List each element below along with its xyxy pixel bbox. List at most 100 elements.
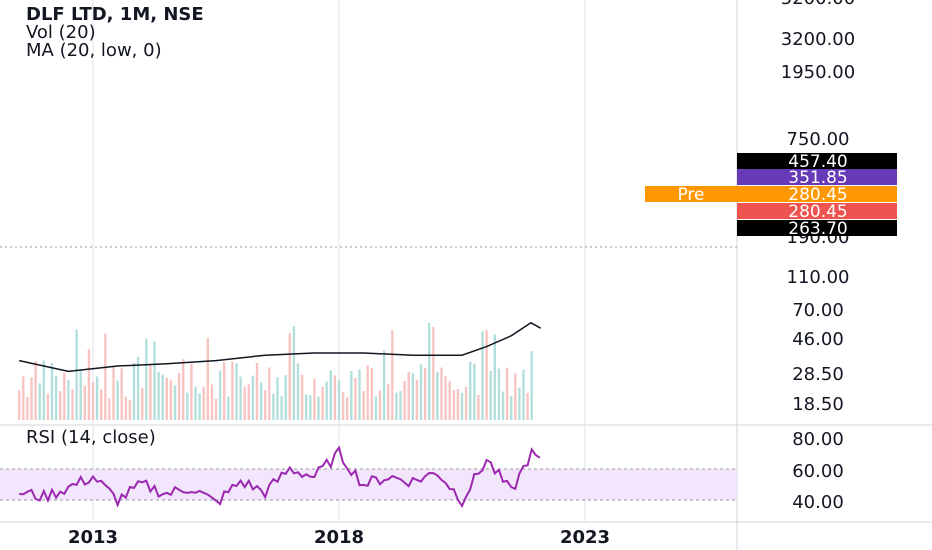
volume-bar bbox=[190, 363, 193, 420]
volume-bar bbox=[526, 392, 529, 420]
volume-bar bbox=[350, 371, 353, 420]
volume-bar bbox=[432, 326, 435, 420]
volume-bar bbox=[223, 362, 226, 420]
volume-bar bbox=[50, 362, 54, 420]
volume-bar bbox=[477, 395, 480, 420]
volume-bar bbox=[382, 350, 386, 420]
volume-bar bbox=[38, 383, 41, 420]
time-axis-label: 2013 bbox=[68, 527, 118, 548]
volume-bar bbox=[423, 368, 427, 420]
volume-bar bbox=[505, 367, 509, 420]
price-badge-sl bbox=[737, 220, 897, 236]
volume-bar bbox=[87, 349, 91, 420]
chart-title: DLF LTD, 1M, NSE bbox=[26, 4, 204, 25]
volume-bar bbox=[280, 396, 283, 420]
volume-bar bbox=[157, 371, 160, 420]
volume-bar bbox=[403, 381, 406, 420]
volume-bar bbox=[255, 363, 259, 420]
volume-bar bbox=[235, 363, 238, 420]
volume-bar bbox=[54, 375, 58, 420]
volume-bar bbox=[18, 390, 21, 420]
volume-bar bbox=[305, 394, 308, 420]
volume-bar bbox=[227, 396, 230, 420]
volume-bar bbox=[378, 390, 382, 420]
volume-bar bbox=[30, 377, 33, 420]
pre-market-badge bbox=[645, 186, 737, 202]
volume-bar bbox=[259, 382, 263, 420]
volume-bar bbox=[514, 373, 517, 420]
volume-bar bbox=[153, 341, 156, 420]
pre-market-label: Pre bbox=[677, 185, 704, 205]
price-badge-t2 bbox=[737, 169, 897, 185]
volume-bar bbox=[522, 369, 525, 420]
volume-bar bbox=[214, 398, 218, 420]
volume-bar bbox=[272, 393, 275, 420]
volume-bar bbox=[518, 387, 521, 420]
volume-bar bbox=[243, 386, 246, 420]
price-axis-label: 110.00 bbox=[787, 267, 850, 288]
volume-bar bbox=[22, 376, 25, 420]
volume-bar bbox=[489, 370, 492, 420]
volume-bar bbox=[128, 399, 132, 420]
price-axis-label: 3200.00 bbox=[781, 29, 855, 50]
volume-bar bbox=[202, 386, 205, 420]
volume-bar bbox=[341, 391, 345, 420]
volume-bar bbox=[71, 389, 74, 420]
volume-bar bbox=[493, 334, 496, 420]
volume-bar bbox=[415, 379, 419, 420]
price-axis-label: 46.00 bbox=[792, 329, 844, 350]
rsi-axis-label: 60.00 bbox=[792, 461, 844, 482]
volume-bar bbox=[395, 392, 398, 420]
volume-bar bbox=[460, 392, 464, 420]
volume-bar bbox=[321, 386, 324, 420]
volume-bar bbox=[469, 361, 472, 420]
volume-bar bbox=[292, 326, 296, 420]
price-badge-text: 263.70 bbox=[788, 219, 847, 239]
price-axis-label: 18.50 bbox=[792, 394, 844, 415]
volume-bar bbox=[276, 377, 279, 420]
volume-bar bbox=[473, 363, 476, 420]
price-axis-label: 1950.00 bbox=[781, 62, 855, 83]
volume-bar bbox=[309, 395, 312, 420]
volume-bar bbox=[141, 387, 144, 420]
volume-bar bbox=[194, 386, 197, 420]
volume-bar bbox=[436, 371, 439, 420]
volume-bar bbox=[325, 381, 328, 420]
volume-bar bbox=[501, 391, 505, 420]
volume-bar bbox=[464, 386, 468, 420]
volume-bar bbox=[26, 396, 29, 420]
volume-ma-line bbox=[19, 321, 542, 373]
price-badge-l457 bbox=[737, 153, 897, 169]
volume-bar bbox=[313, 378, 316, 420]
volume-indicator-label[interactable]: Vol (20) bbox=[26, 22, 96, 43]
volume-bar bbox=[387, 384, 390, 420]
volume-bar bbox=[173, 385, 177, 420]
price-axis-label: 70.00 bbox=[792, 300, 844, 321]
volume-bar bbox=[485, 329, 488, 420]
volume-bar bbox=[370, 368, 373, 420]
volume-bar bbox=[83, 385, 86, 420]
volume-bar bbox=[264, 390, 267, 420]
volume-bar bbox=[108, 398, 111, 420]
volume-bar bbox=[177, 372, 181, 420]
volume-bar bbox=[34, 361, 37, 420]
volume-bar bbox=[120, 368, 123, 420]
volume-bar bbox=[284, 375, 287, 420]
price-badge-pre bbox=[737, 186, 897, 202]
volume-bar bbox=[116, 380, 119, 420]
volume-bar bbox=[452, 389, 455, 420]
volume-bar bbox=[300, 374, 304, 420]
price-badge-last bbox=[737, 203, 897, 219]
volume-bar bbox=[346, 397, 349, 420]
volume-bar bbox=[329, 370, 332, 420]
price-badge-text: 280.45 bbox=[788, 185, 847, 205]
ma-indicator-label[interactable]: MA (20, low, 0) bbox=[26, 40, 162, 61]
volume-bar bbox=[149, 364, 152, 420]
volume-bar bbox=[268, 367, 271, 420]
price-badge-text: 457.40 bbox=[788, 152, 847, 172]
volume-bar bbox=[169, 379, 173, 420]
volume-bar bbox=[411, 373, 414, 420]
volume-bar bbox=[206, 337, 209, 420]
volume-bar bbox=[444, 376, 447, 420]
